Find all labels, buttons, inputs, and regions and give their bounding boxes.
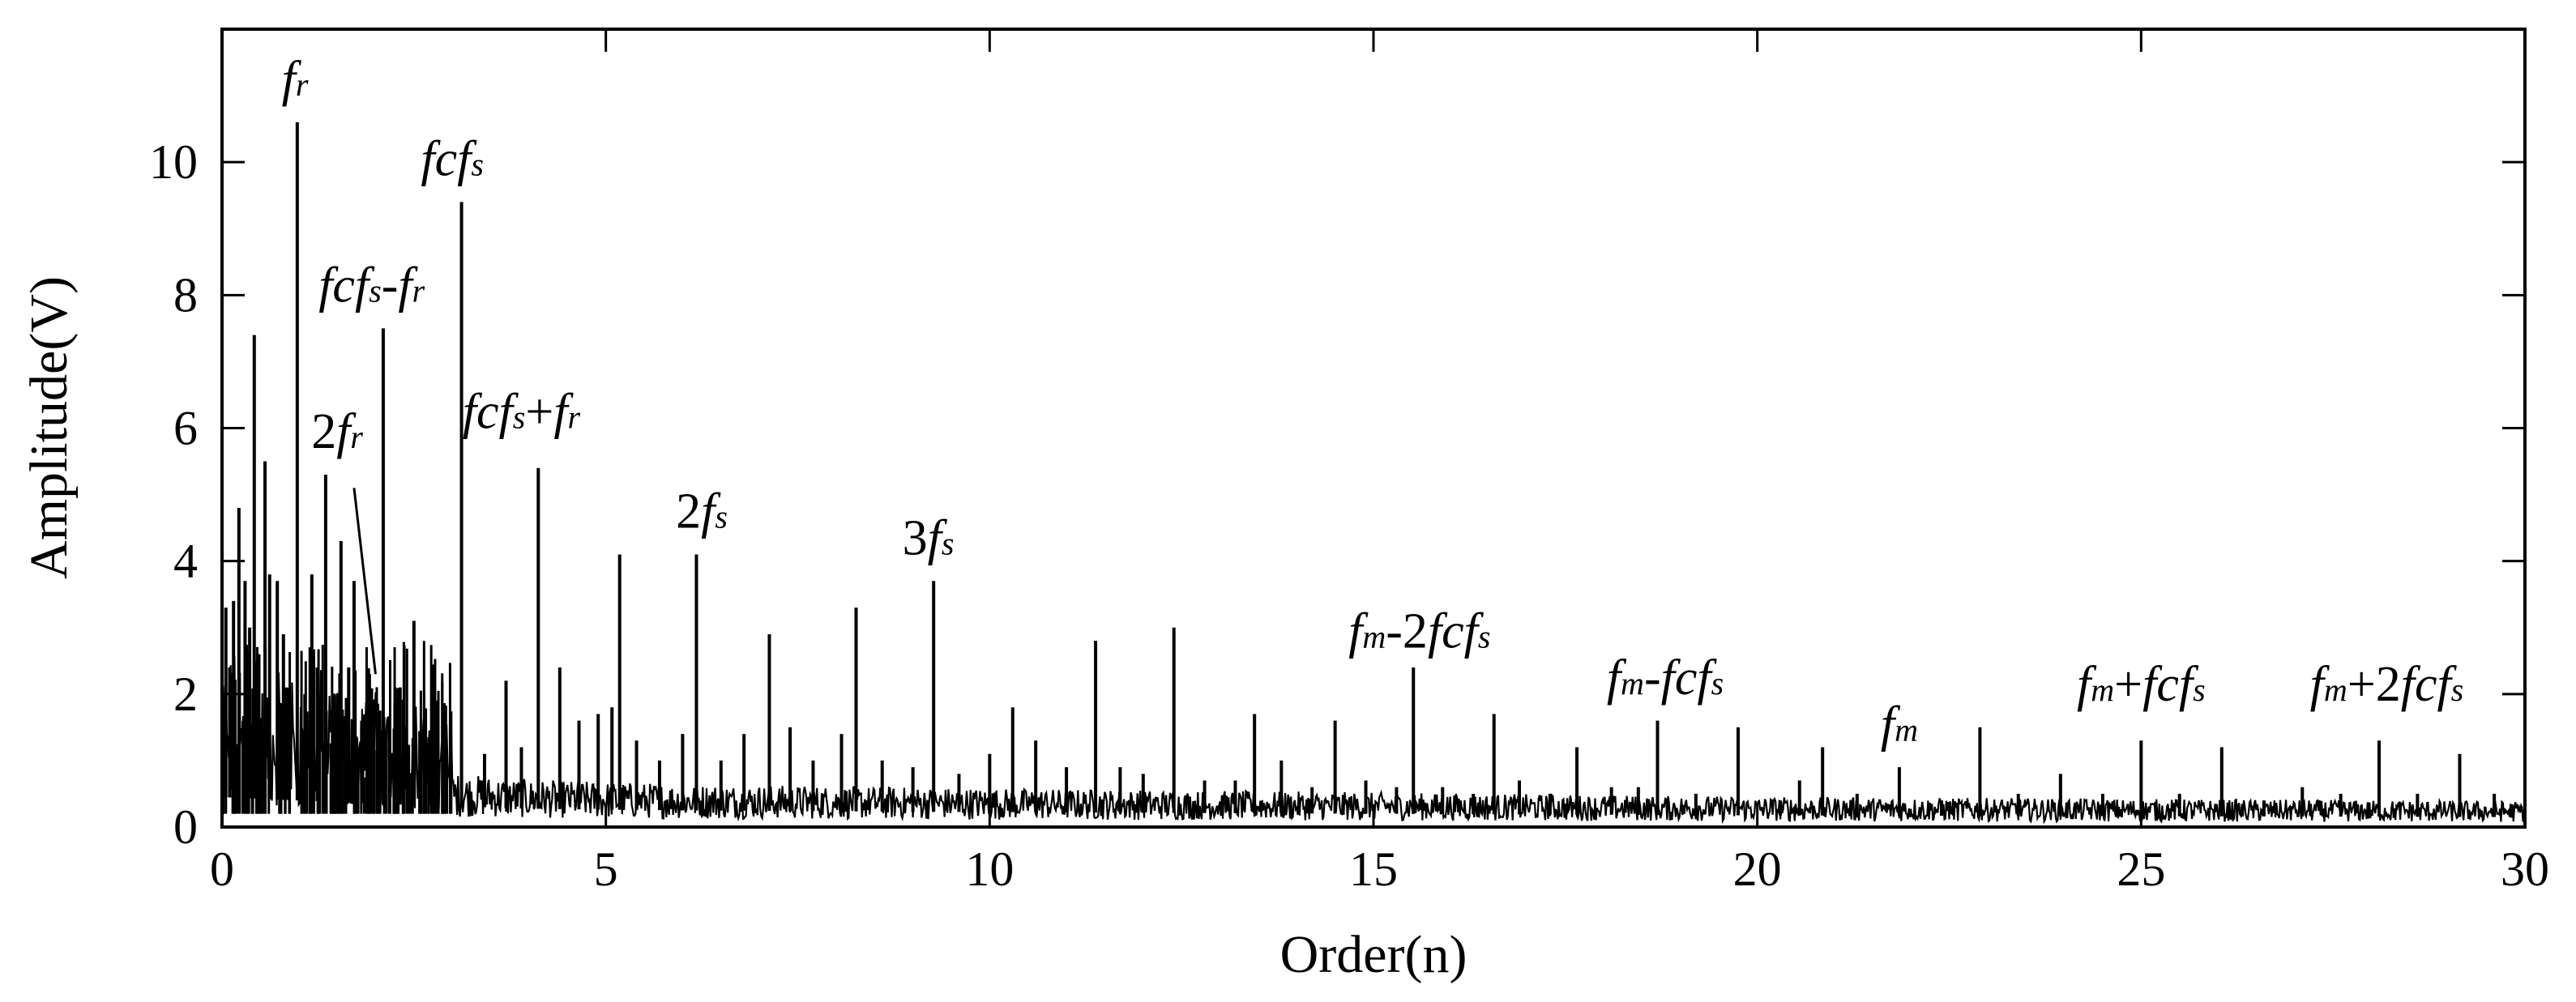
peak-annotation: fcfs+fr bbox=[463, 385, 581, 440]
peak-annotation: 2fr bbox=[311, 404, 363, 459]
y-tick-label: 4 bbox=[173, 535, 198, 588]
y-tick-label: 6 bbox=[173, 402, 198, 455]
peak-annotation: fm+2fcfs bbox=[2310, 657, 2464, 712]
y-tick-label: 10 bbox=[149, 135, 198, 189]
peak-annotation: fr bbox=[282, 52, 309, 107]
x-tick-label: 30 bbox=[2501, 842, 2549, 896]
peak-annotation: fcfs-fr bbox=[318, 258, 425, 313]
peak-annotation: 3fs bbox=[903, 510, 955, 565]
annotations: fr fcfs fcfs-fr fcfs+fr 2fr 2fs 3fs fm-2fcfs fm-… bbox=[282, 52, 2464, 752]
chart-marks bbox=[220, 122, 2527, 825]
x-tick-label: 20 bbox=[1733, 842, 1782, 896]
peak-annotation: fm-fcfs bbox=[1607, 650, 1724, 706]
axis-ticks: 0 5 10 15 20 25 30 0 2 4 6 8 10 bbox=[149, 29, 2549, 896]
x-tick-label: 25 bbox=[2117, 842, 2165, 896]
leader-line bbox=[352, 488, 377, 675]
peak-annotation: fm+fcfs bbox=[2077, 657, 2206, 712]
x-tick-label: 0 bbox=[210, 842, 234, 896]
peak-annotation: fm bbox=[1881, 697, 1918, 752]
x-tick-label: 15 bbox=[1349, 842, 1398, 896]
peak-annotation: 2fs bbox=[676, 484, 728, 539]
y-tick-label: 0 bbox=[173, 800, 198, 854]
peak-annotation: fm-2fcfs bbox=[1348, 603, 1490, 659]
y-tick-label: 2 bbox=[173, 667, 198, 721]
x-axis-label: Order(n) bbox=[1280, 925, 1467, 984]
x-tick-label: 5 bbox=[594, 842, 618, 896]
x-tick-label: 10 bbox=[965, 842, 1014, 896]
y-axis-label: Amplitude(V) bbox=[19, 276, 79, 579]
peak-annotation: fcfs bbox=[421, 132, 484, 187]
y-tick-label: 8 bbox=[173, 268, 198, 322]
